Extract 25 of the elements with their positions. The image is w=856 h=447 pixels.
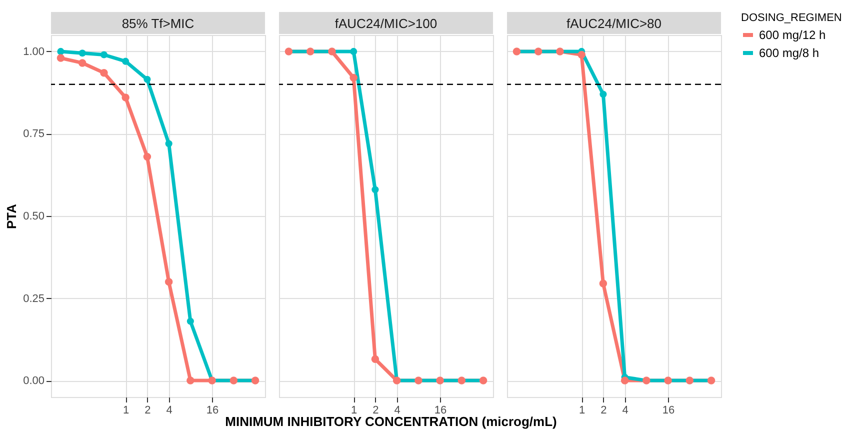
legend-title: DOSING_REGIMEN bbox=[741, 12, 842, 24]
x-tick-label: 2 bbox=[600, 404, 607, 416]
y-axis-title: PTA bbox=[4, 203, 20, 230]
x-tick-label: 2 bbox=[372, 404, 379, 416]
legend-label: 600 mg/12 h bbox=[759, 28, 826, 42]
chart-title: fAUC24/MIC>100 bbox=[334, 16, 438, 31]
x-tick-label: 16 bbox=[434, 404, 447, 416]
y-tick-label: 1.00 bbox=[23, 46, 44, 58]
x-tick-label: 4 bbox=[394, 404, 400, 416]
x-tick-label: 4 bbox=[622, 404, 628, 416]
y-tick-label: 0.75 bbox=[23, 128, 44, 140]
x-tick-label: 1 bbox=[123, 404, 130, 416]
x-tick-label: 2 bbox=[144, 404, 151, 416]
y-tick-label: 0.50 bbox=[23, 210, 44, 222]
x-tick-label: 1 bbox=[351, 404, 358, 416]
x-tick-label: 16 bbox=[206, 404, 219, 416]
chart-title: 85% Tf>MIC bbox=[122, 16, 194, 31]
x-tick-label: 1 bbox=[579, 404, 586, 416]
y-tick-label: 0.00 bbox=[23, 375, 44, 388]
legend-label: 600 mg/8 h bbox=[759, 46, 820, 60]
x-axis-title: MINIMUM INHIBITORY CONCENTRATION (microg/mL) bbox=[225, 414, 557, 429]
x-tick-label: 4 bbox=[166, 404, 172, 416]
y-tick-label: 0.25 bbox=[23, 292, 44, 305]
x-tick-label: 16 bbox=[662, 404, 675, 416]
chart-title: fAUC24/MIC>80 bbox=[566, 16, 662, 31]
